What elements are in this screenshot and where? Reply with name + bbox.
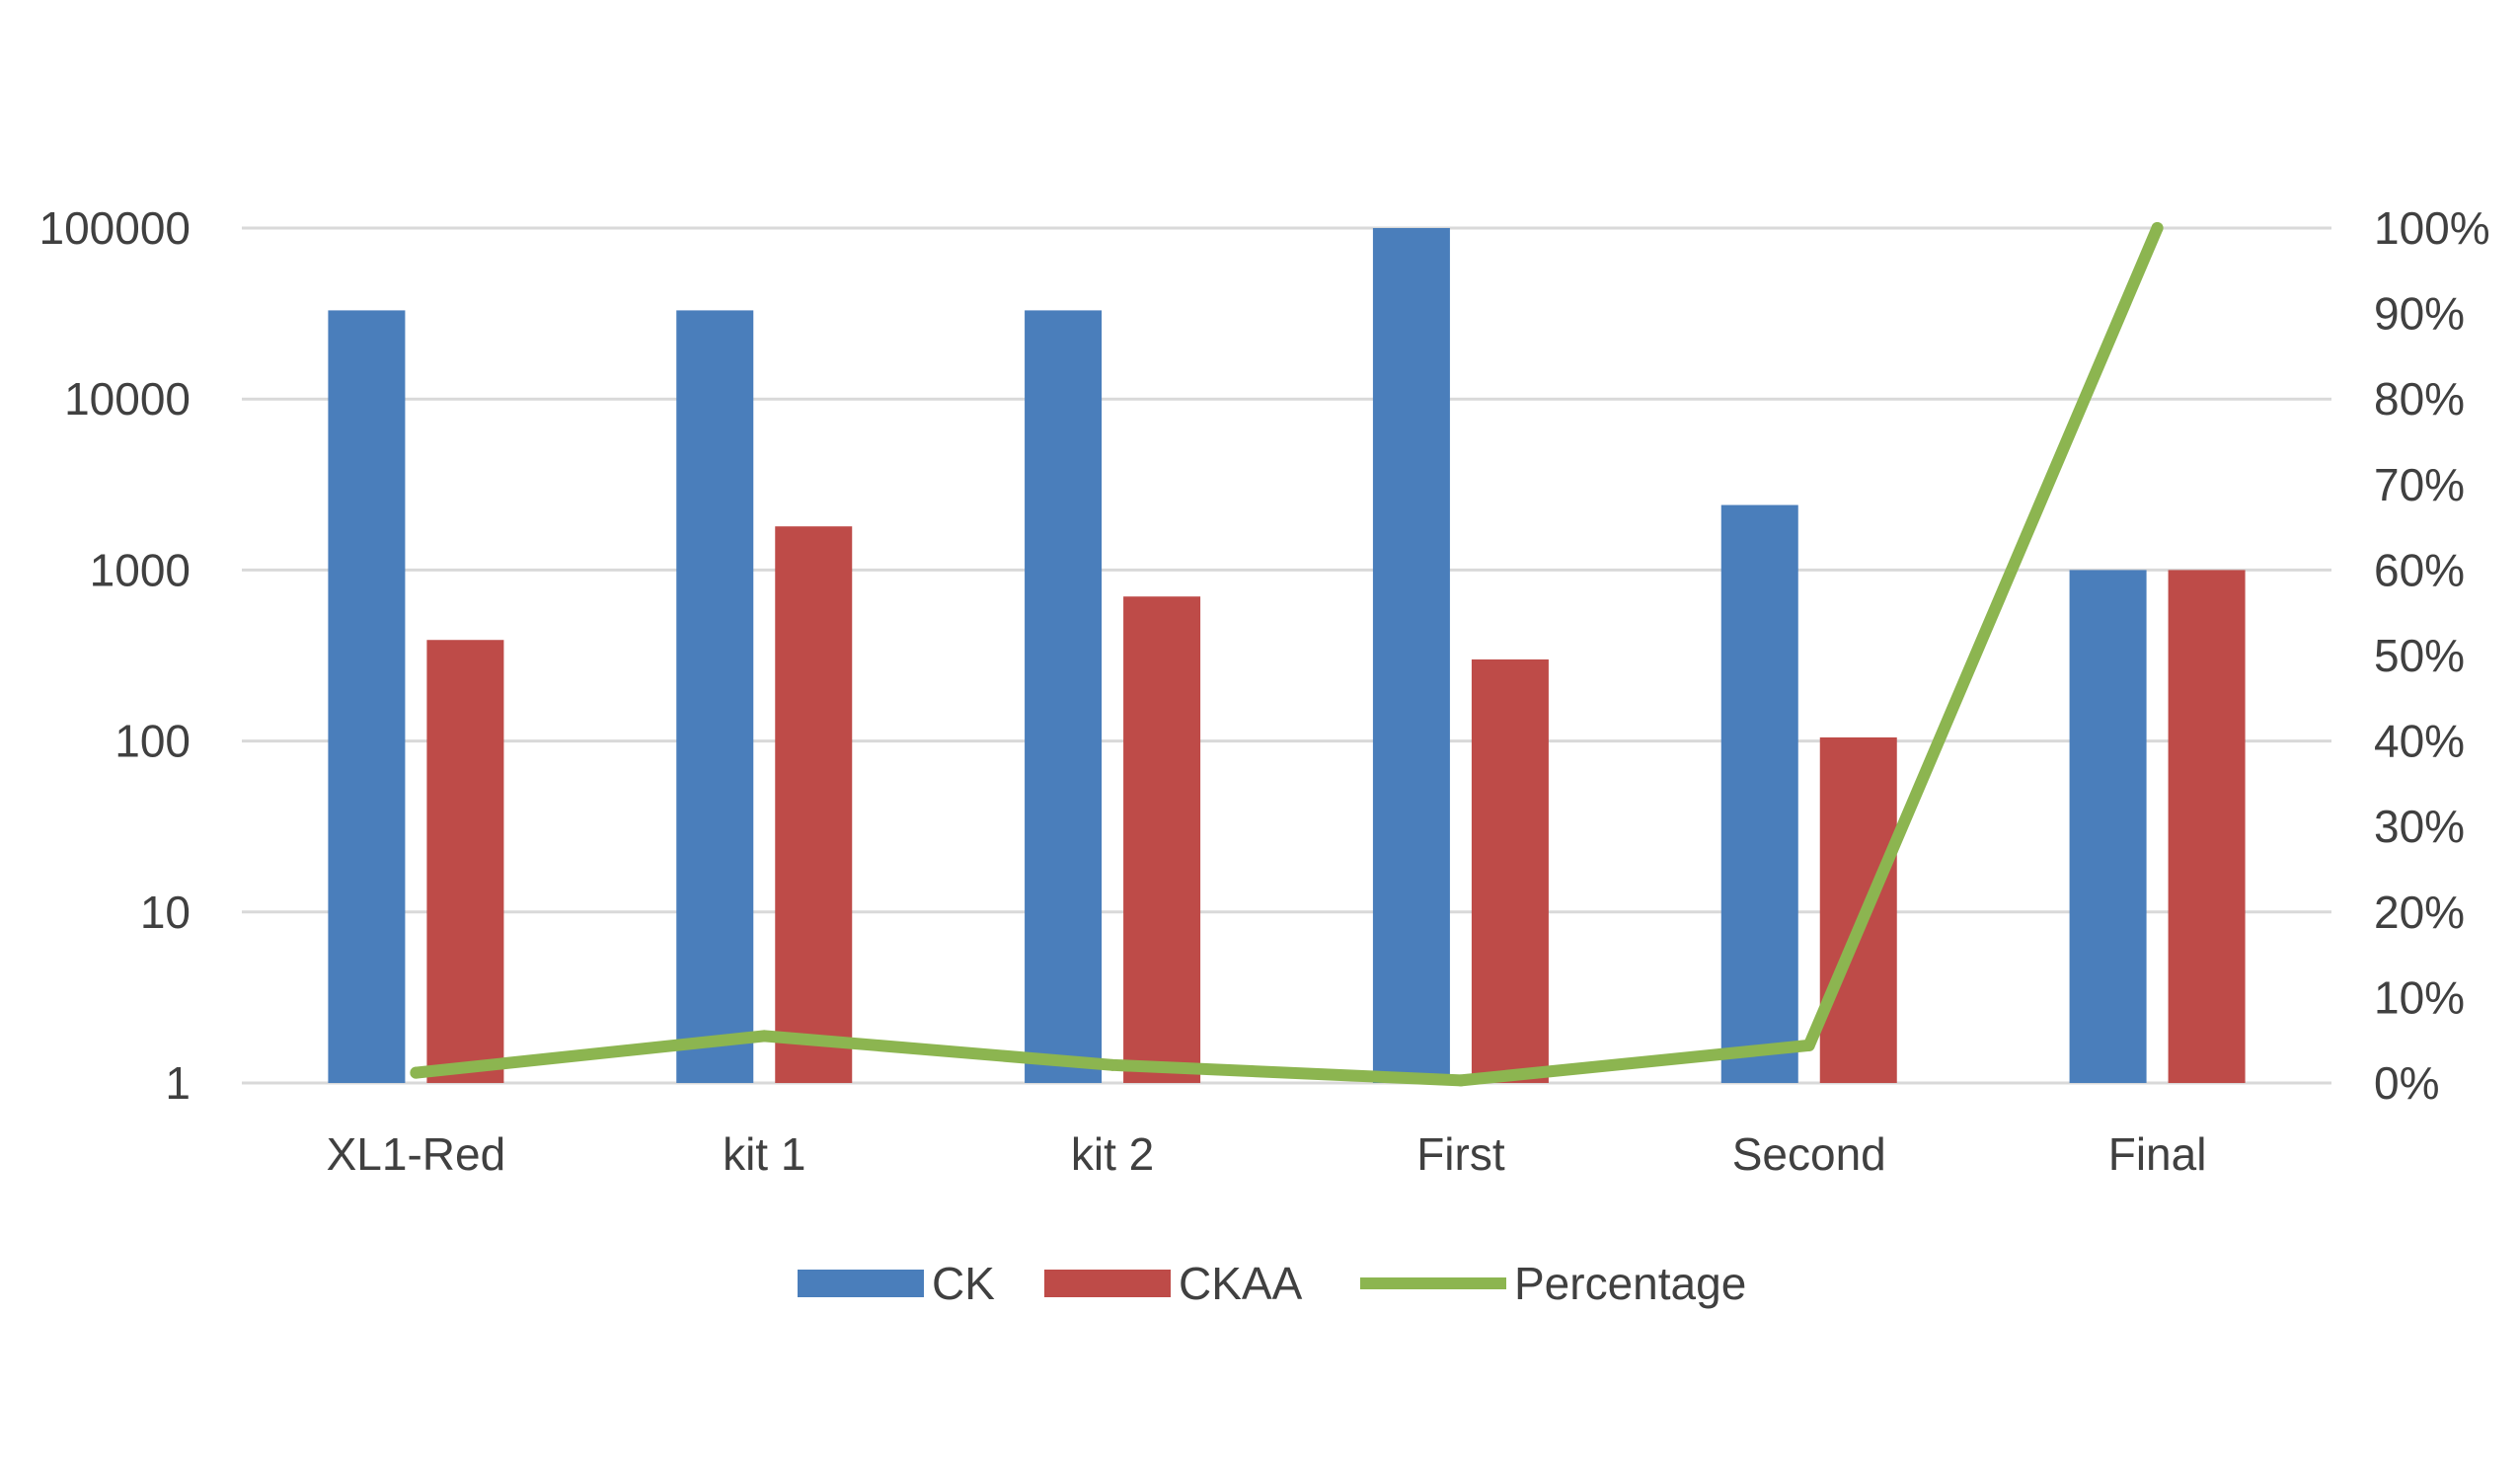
right-tick-label: 70% [2374, 459, 2465, 510]
point-percentage-kit-2 [1107, 1058, 1119, 1071]
left-tick-label: 100000 [39, 202, 191, 254]
legend-label-ck: CK [932, 1258, 995, 1309]
bar-ckaa-final [2168, 570, 2246, 1083]
bar-ckaa-first [1471, 658, 1549, 1083]
category-label-second: Second [1732, 1128, 1886, 1180]
right-tick-label: 50% [2374, 630, 2465, 681]
category-label-first: First [1416, 1128, 1505, 1180]
point-percentage-final [2151, 222, 2164, 234]
right-tick-label: 0% [2374, 1057, 2439, 1109]
gridlines [242, 226, 2331, 1085]
category-label-xl1-red: XL1-Red [327, 1128, 506, 1180]
line-series [410, 222, 2164, 1087]
right-tick-label: 80% [2374, 373, 2465, 425]
line-percentage [410, 222, 2164, 1087]
bar-ck-kit-1 [676, 310, 754, 1083]
point-percentage-second [1802, 1039, 1815, 1051]
bar-ck-first [1372, 228, 1450, 1083]
legend: CK CKAA Percentage [798, 1258, 1746, 1309]
legend-label-ckaa: CKAA [1179, 1258, 1303, 1309]
left-tick-label: 10000 [64, 373, 191, 425]
point-percentage-xl1-red [410, 1066, 422, 1079]
right-tick-label: 30% [2374, 801, 2465, 852]
right-axis-ticks: 0% 10% 20% 30% 40% 50% 60% 70% 80% 90% 100% [2374, 202, 2490, 1109]
bar-ck-second [1720, 504, 1798, 1083]
bar-series [328, 228, 2246, 1083]
bar-ckaa-kit-2 [1123, 596, 1201, 1083]
bar-ckaa-xl1-red [426, 640, 504, 1083]
bar-ck-kit-2 [1025, 310, 1103, 1083]
legend-swatch-ck [798, 1270, 924, 1297]
left-tick-label: 1000 [90, 544, 191, 595]
left-tick-label: 10 [140, 887, 191, 938]
left-tick-label: 100 [115, 716, 191, 767]
right-tick-label: 100% [2374, 202, 2490, 254]
category-labels: XL1-Red kit 1 kit 2 First Second Final [327, 1128, 2207, 1180]
bar-ck-final [2069, 570, 2147, 1083]
right-tick-label: 20% [2374, 887, 2465, 938]
right-tick-label: 40% [2374, 716, 2465, 767]
bar-ckaa-second [1819, 736, 1897, 1083]
category-label-kit-1: kit 1 [723, 1128, 805, 1180]
left-tick-label: 1 [165, 1057, 191, 1109]
point-percentage-kit-1 [758, 1030, 771, 1043]
right-tick-label: 10% [2374, 971, 2465, 1023]
point-percentage-first [1454, 1074, 1467, 1087]
category-label-final: Final [2108, 1128, 2207, 1180]
left-axis-ticks: 1 10 100 1000 10000 100000 [39, 202, 191, 1109]
right-tick-label: 60% [2374, 544, 2465, 595]
right-tick-label: 90% [2374, 288, 2465, 340]
bar-ck-xl1-red [328, 310, 406, 1083]
legend-label-percentage: Percentage [1514, 1258, 1746, 1309]
category-label-kit-2: kit 2 [1071, 1128, 1154, 1180]
legend-swatch-ckaa [1044, 1270, 1171, 1297]
bar-ckaa-kit-1 [775, 526, 853, 1083]
